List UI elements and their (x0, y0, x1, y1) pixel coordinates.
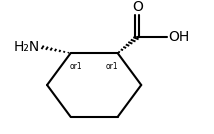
Text: H₂N: H₂N (13, 40, 39, 54)
Text: or1: or1 (70, 62, 82, 71)
Text: O: O (132, 0, 143, 14)
Text: or1: or1 (106, 62, 119, 71)
Text: OH: OH (168, 30, 189, 44)
